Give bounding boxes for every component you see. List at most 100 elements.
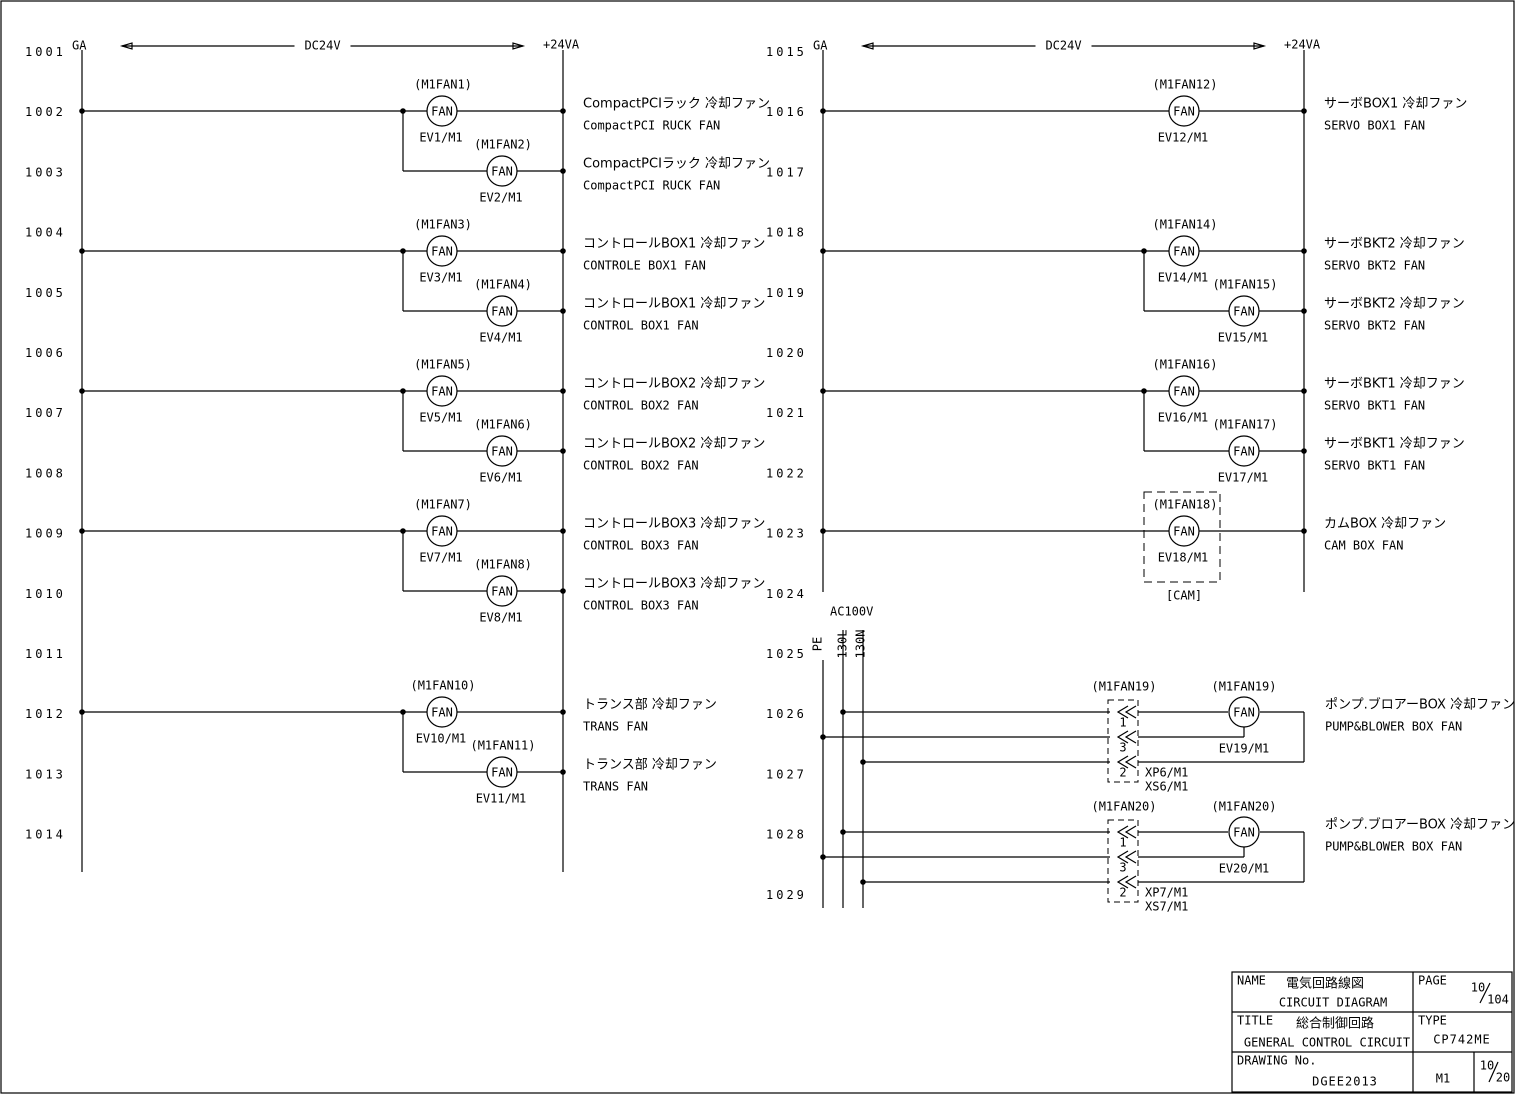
line-number: 1008 [25,466,66,480]
line-number: 1006 [25,346,66,360]
node [820,854,826,860]
fan-tag: EV14/M1 [1158,271,1209,285]
node [1301,448,1307,454]
fan-ref: (M1FAN18) [1152,498,1217,512]
node [400,388,406,394]
node [1141,388,1147,394]
node [400,528,406,534]
fan-symbol: FAN [431,385,453,399]
rail-label: GA [72,39,87,53]
pin-number: 1 [1119,716,1126,730]
fan-circle [1228,295,1260,327]
fan-symbol: FAN [491,305,513,319]
tb-label: DRAWING No. [1237,1054,1316,1068]
label-jp: ポンプ.ブロアーBOX 冷却ファン [1325,817,1515,833]
fan-ref: (M1FAN20) [1211,800,1276,814]
tb-text: CIRCUIT DIAGRAM [1279,996,1387,1010]
line-number: 1026 [766,707,807,721]
line-number: 1020 [766,346,807,360]
fan-ref: (M1FAN5) [414,358,472,372]
label-en: CONTROL BOX3 FAN [583,599,699,613]
ac-line-label: 130N [854,630,868,659]
line-number: 1027 [766,767,807,781]
label-jp: サーボBKT2 冷却ファン [1324,237,1465,252]
fan-ref: (M1FAN1) [414,78,472,92]
fan-tag: EV2/M1 [479,191,522,205]
fan-tag: EV12/M1 [1158,131,1209,145]
tb-text: 総合制御回路 [1296,1016,1374,1032]
line-number: 1013 [25,767,66,781]
fan-tag: EV3/M1 [419,271,462,285]
node [860,759,866,765]
line-number: 1002 [25,105,66,119]
label-en: CAM BOX FAN [1324,539,1403,553]
label-jp: コントロールBOX2 冷却ファン [583,437,765,452]
fan-ref: (M1FAN8) [474,558,532,572]
cam-label: [CAM] [1166,589,1202,603]
line-number: 1022 [766,466,807,480]
wire [1488,1061,1499,1083]
node [400,108,406,114]
rail-label: GA [813,39,828,53]
node [560,588,566,594]
fan-symbol: FAN [491,766,513,780]
line-number: 1012 [25,707,66,721]
node [560,769,566,775]
connector-tag: XP7/M1 [1145,886,1188,900]
node [1301,528,1307,534]
label-en: CONTROLE BOX1 FAN [583,259,706,273]
node [820,388,826,394]
fan-ref: (M1FAN10) [410,679,475,693]
cam-box [1143,491,1221,583]
tb-text: 10 [1471,981,1485,995]
fan-circle [426,515,458,547]
line-number: 1021 [766,406,807,420]
label-jp: サーボBKT1 冷却ファン [1324,377,1465,392]
rail-label: +24VA [1284,38,1321,52]
title-block [1231,971,1513,1093]
fan-circle [1228,816,1260,848]
node [560,709,566,715]
fan-circle [1168,235,1200,267]
line-number: 1005 [25,286,66,300]
connector-tag: XS6/M1 [1145,780,1188,794]
fan-symbol: FAN [431,706,453,720]
line-number: 1029 [766,888,807,902]
line-number: 1010 [25,587,66,601]
fan-tag: EV10/M1 [416,732,467,746]
fan-symbol: FAN [491,445,513,459]
line-number: 1028 [766,828,807,842]
label-jp: コントロールBOX3 冷却ファン [583,577,765,592]
label-en: PUMP&BLOWER BOX FAN [1325,840,1462,854]
connector-ref: (M1FAN20) [1091,800,1156,814]
tb-label: PAGE [1418,974,1447,988]
fan-circle [1168,515,1200,547]
fan-ref: (M1FAN3) [414,218,472,232]
label-jp: CompactPCIラック 冷却ファン [583,97,770,112]
label-en: CompactPCI RUCK FAN [583,119,720,133]
tb-label: NAME [1237,974,1266,988]
fan-circle [486,295,518,327]
fan-circle [486,756,518,788]
tb-text: GENERAL CONTROL CIRCUIT [1244,1036,1410,1050]
fan-circle [1168,95,1200,127]
label-en: CONTROL BOX2 FAN [583,459,699,473]
node [820,248,826,254]
fan-tag: EV8/M1 [479,611,522,625]
line-number: 1014 [25,828,66,842]
fan-symbol: FAN [1233,706,1255,720]
tb-text: 電気回路線図 [1286,976,1364,992]
fan-symbol: FAN [1173,385,1195,399]
node [860,879,866,885]
fan-symbol: FAN [1173,525,1195,539]
line-number: 1016 [766,105,807,119]
label-jp: コントロールBOX3 冷却ファン [583,517,765,532]
fan-circle [486,435,518,467]
line-number: 1011 [25,647,66,661]
ac-line-label: PE [811,637,825,651]
fan-tag: EV16/M1 [1158,411,1209,425]
node [1301,248,1307,254]
fan-tag: EV1/M1 [419,131,462,145]
